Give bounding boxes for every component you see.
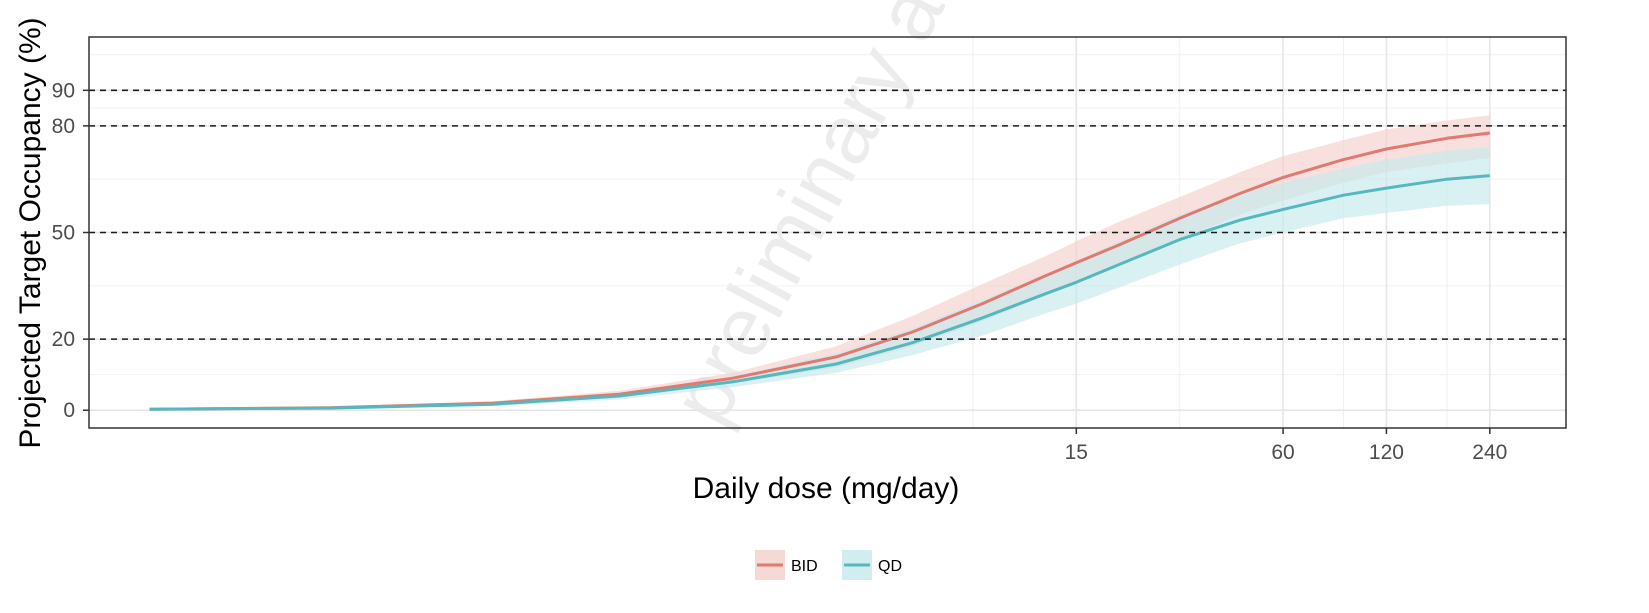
y-tick-label: 90	[52, 79, 75, 102]
watermark: preliminary analysis	[653, 0, 1082, 438]
x-axis: 15 60 120 240	[1065, 428, 1507, 464]
series-lines	[149, 131, 1490, 411]
y-axis: 0 20 50 80 90	[52, 79, 89, 422]
x-tick-label: 240	[1472, 441, 1507, 464]
y-tick-label: 50	[52, 222, 75, 245]
y-tick-label: 80	[52, 115, 75, 138]
legend-item-qd: QD	[842, 550, 902, 580]
y-tick-label: 0	[63, 399, 75, 422]
line-bid	[149, 131, 1490, 411]
legend-item-bid: BID	[755, 550, 818, 580]
y-axis-title: Projected Target Occupancy (%)	[14, 17, 47, 448]
legend: BID QD	[755, 550, 902, 580]
watermark-text: preliminary analysis	[653, 0, 1082, 438]
reference-lines	[89, 89, 1566, 340]
y-tick-label: 20	[52, 328, 75, 351]
x-axis-title: Daily dose (mg/day)	[693, 472, 960, 505]
confidence-bands	[149, 115, 1490, 410]
x-tick-label: 120	[1369, 441, 1404, 464]
x-tick-label: 15	[1065, 441, 1088, 464]
legend-label: BID	[791, 558, 818, 575]
line-qd	[149, 174, 1490, 411]
band-bid	[149, 115, 1490, 410]
x-tick-label: 60	[1271, 441, 1294, 464]
band-qd	[149, 147, 1490, 410]
legend-label: QD	[878, 558, 902, 575]
